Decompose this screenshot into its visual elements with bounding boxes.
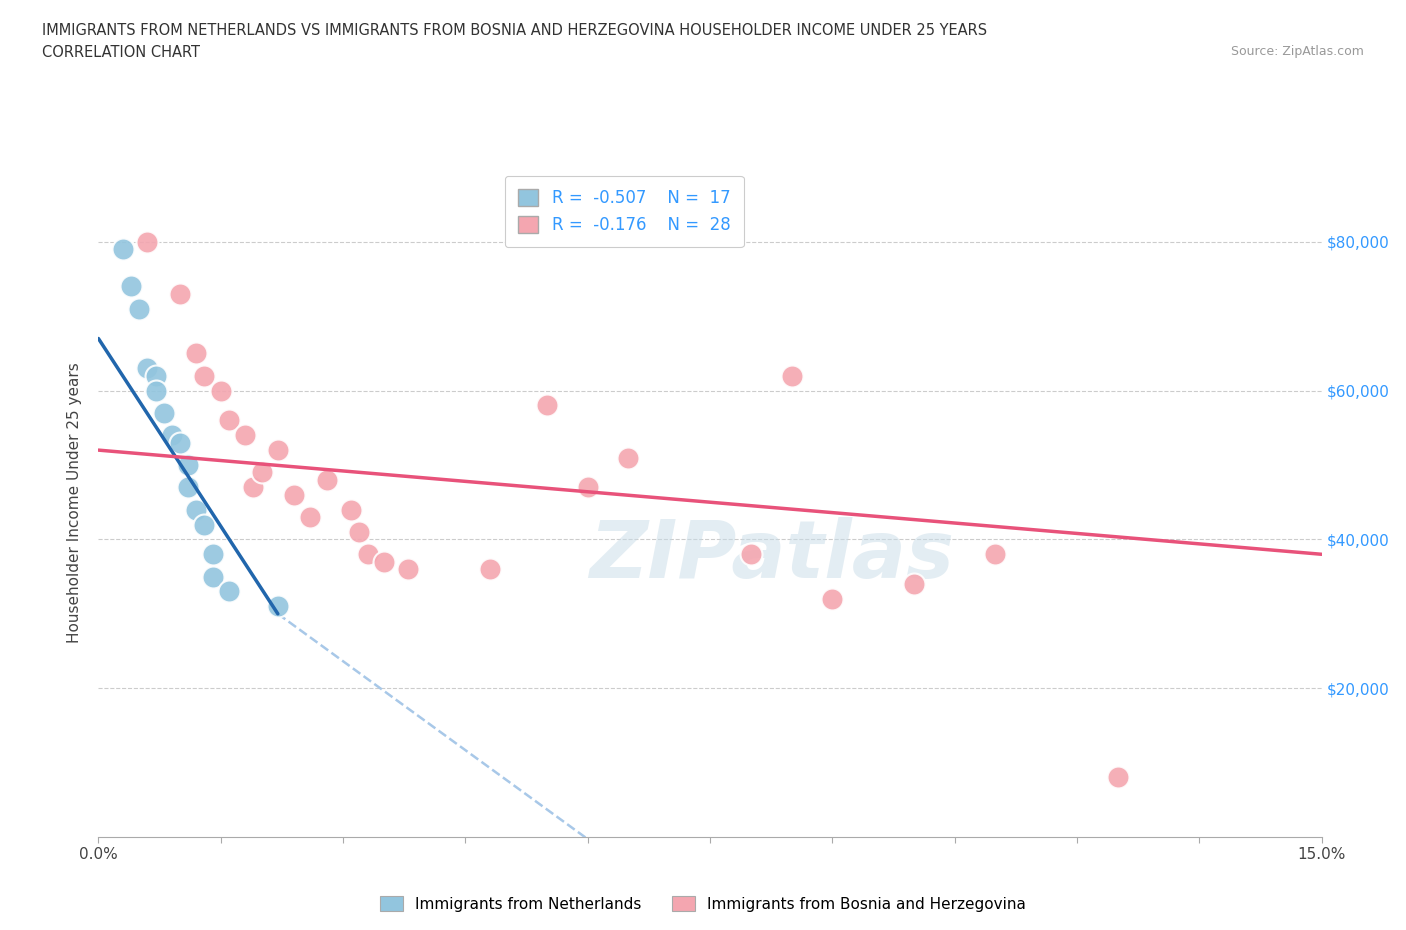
Point [120,279,142,294]
Point [349,525,371,539]
Point [218,413,240,428]
Point [218,584,240,599]
Point [315,472,337,487]
Point [201,569,224,584]
Point [242,480,264,495]
Point [780,368,803,383]
Point [193,517,215,532]
Point [1107,770,1129,785]
Text: CORRELATION CHART: CORRELATION CHART [42,45,200,60]
Point [267,599,290,614]
Point [193,368,215,383]
Point [283,487,305,502]
Point [233,428,256,443]
Point [152,405,174,420]
Point [340,502,363,517]
Point [536,398,558,413]
Text: Source: ZipAtlas.com: Source: ZipAtlas.com [1230,45,1364,58]
Point [478,562,501,577]
Point [396,562,419,577]
Point [169,435,191,450]
Point [740,547,762,562]
Point [356,547,378,562]
Point [821,591,844,606]
Point [145,368,167,383]
Point [136,361,159,376]
Point [250,465,273,480]
Point [111,242,134,257]
Point [186,502,208,517]
Text: ZIPatlas: ZIPatlas [589,517,953,595]
Point [177,458,200,472]
Point [128,301,150,316]
Point [617,450,640,465]
Point [145,383,167,398]
Point [984,547,1007,562]
Point [267,443,290,458]
Point [209,383,232,398]
Point [186,346,208,361]
Point [169,286,191,301]
Point [299,510,322,525]
Y-axis label: Householder Income Under 25 years: Householder Income Under 25 years [67,362,83,643]
Point [576,480,599,495]
Point [160,428,183,443]
Legend: Immigrants from Netherlands, Immigrants from Bosnia and Herzegovina: Immigrants from Netherlands, Immigrants … [374,889,1032,918]
Point [201,547,224,562]
Point [136,234,159,249]
Point [373,554,395,569]
Legend: R =  -0.507    N =  17, R =  -0.176    N =  28: R = -0.507 N = 17, R = -0.176 N = 28 [505,176,744,247]
Point [177,480,200,495]
Point [903,577,925,591]
Text: IMMIGRANTS FROM NETHERLANDS VS IMMIGRANTS FROM BOSNIA AND HERZEGOVINA HOUSEHOLDE: IMMIGRANTS FROM NETHERLANDS VS IMMIGRANT… [42,23,987,38]
